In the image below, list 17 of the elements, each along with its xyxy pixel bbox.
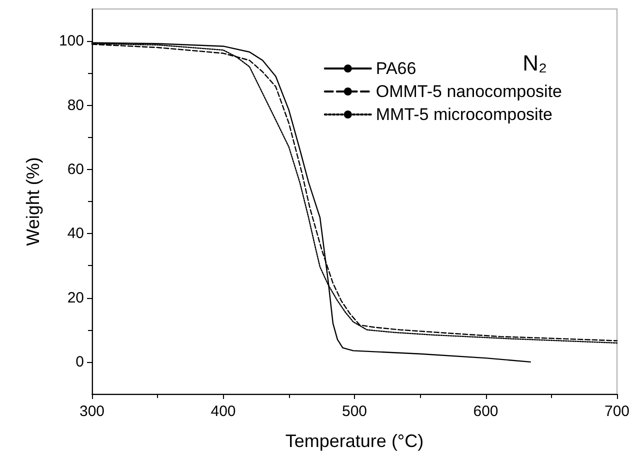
y-tick-label: 100: [58, 32, 84, 50]
annotation: N₂: [522, 50, 548, 76]
y-tick-label: 60: [67, 160, 84, 178]
x-tick-label: 600: [473, 403, 498, 420]
y-tick-label: 80: [67, 96, 84, 114]
x-tick-label: 500: [342, 403, 368, 420]
y-tick-label: 40: [67, 225, 84, 242]
y-tick-label: 20: [67, 289, 84, 306]
legend-label: OMMT-5 nanocomposite: [376, 82, 562, 101]
x-tick-label: 400: [210, 403, 236, 420]
legend-label: PA66: [376, 59, 416, 78]
x-tick-label: 700: [604, 403, 630, 420]
legend-label: MMT-5 microcomposite: [376, 105, 553, 124]
y-axis-title: Weight (%): [23, 157, 43, 246]
y-tick-label: 0: [76, 353, 84, 370]
x-axis-title: Temperature (°C): [285, 431, 424, 451]
x-tick-label: 300: [79, 403, 105, 420]
